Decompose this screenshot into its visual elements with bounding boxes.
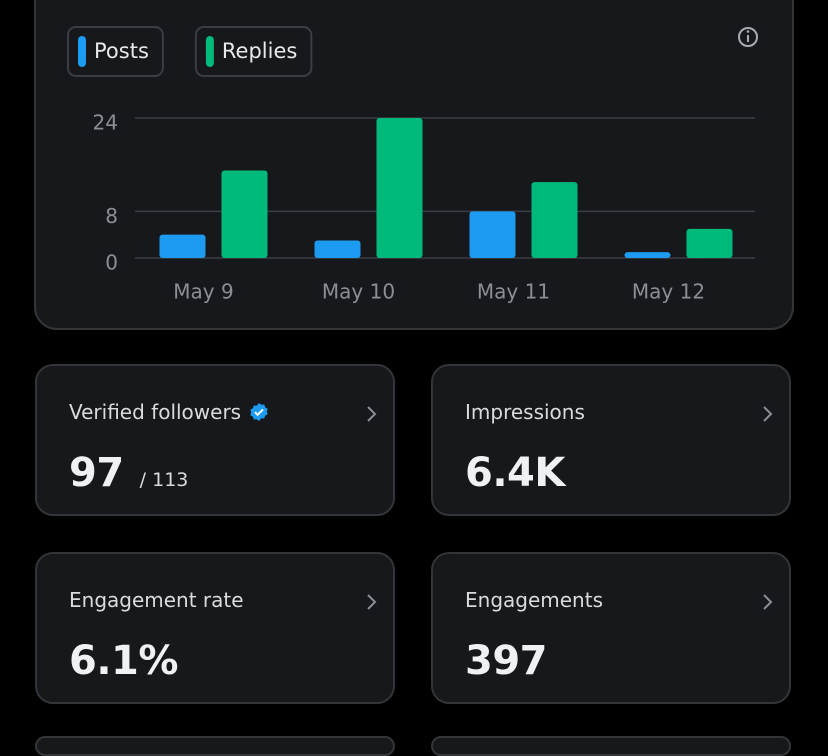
chevron xyxy=(763,594,773,610)
x-tick-label: May 12 xyxy=(632,280,705,304)
stat-card[interactable]: Engagement rate 6.1% xyxy=(35,552,395,704)
bar xyxy=(624,252,671,258)
card-value: 97 / 113 xyxy=(69,450,188,496)
x-tick-label: May 11 xyxy=(477,280,550,304)
legend-chip[interactable] xyxy=(67,26,164,77)
card-label: Impressions xyxy=(465,400,585,424)
card-label: Engagements xyxy=(465,588,603,612)
bar xyxy=(469,211,516,258)
card-label: Engagement rate xyxy=(69,588,244,612)
x-tick-label: May 9 xyxy=(173,280,233,304)
card-value: 6.1% xyxy=(69,638,178,684)
legend-label: Posts xyxy=(94,39,149,63)
chevron xyxy=(367,406,377,422)
y-tick-label: 24 xyxy=(93,111,118,135)
verified-badge xyxy=(250,403,268,421)
y-tick-label: 8 xyxy=(105,204,118,228)
chart-panel: Posts Replies 0 8 24 May 9 May 10 May 11 May 12 xyxy=(34,0,794,330)
stat-card[interactable]: Engagements 397 xyxy=(431,552,791,704)
bar xyxy=(376,118,423,258)
stat-card[interactable]: Verified followers 97 / 113 xyxy=(35,364,395,516)
legend-swatch xyxy=(205,36,214,67)
card-total: / 113 xyxy=(139,469,189,491)
x-tick-label: May 10 xyxy=(322,280,395,304)
bar xyxy=(221,170,268,258)
bar xyxy=(314,240,361,258)
bar xyxy=(159,234,206,258)
next-card-edge xyxy=(431,736,791,756)
card-value-text: 97 xyxy=(69,450,124,496)
card-label: Verified followers xyxy=(69,400,269,424)
card-value: 6.4K xyxy=(465,450,565,496)
legend-swatch xyxy=(78,36,86,67)
stat-card[interactable]: Impressions 6.4K xyxy=(431,364,791,516)
card-label-text: Verified followers xyxy=(69,400,242,424)
y-tick-label: 0 xyxy=(105,251,118,275)
legend-chip[interactable] xyxy=(194,26,313,77)
legend-label: Replies xyxy=(222,39,297,63)
bar xyxy=(531,182,578,258)
chevron xyxy=(763,406,773,422)
info-icon[interactable] xyxy=(738,27,758,47)
bar xyxy=(686,228,733,258)
page: {"chart_data": {"type": "bar", "categori… xyxy=(34,0,794,756)
next-card-edge xyxy=(35,736,395,756)
card-value: 397 xyxy=(465,638,548,684)
chevron xyxy=(367,594,377,610)
